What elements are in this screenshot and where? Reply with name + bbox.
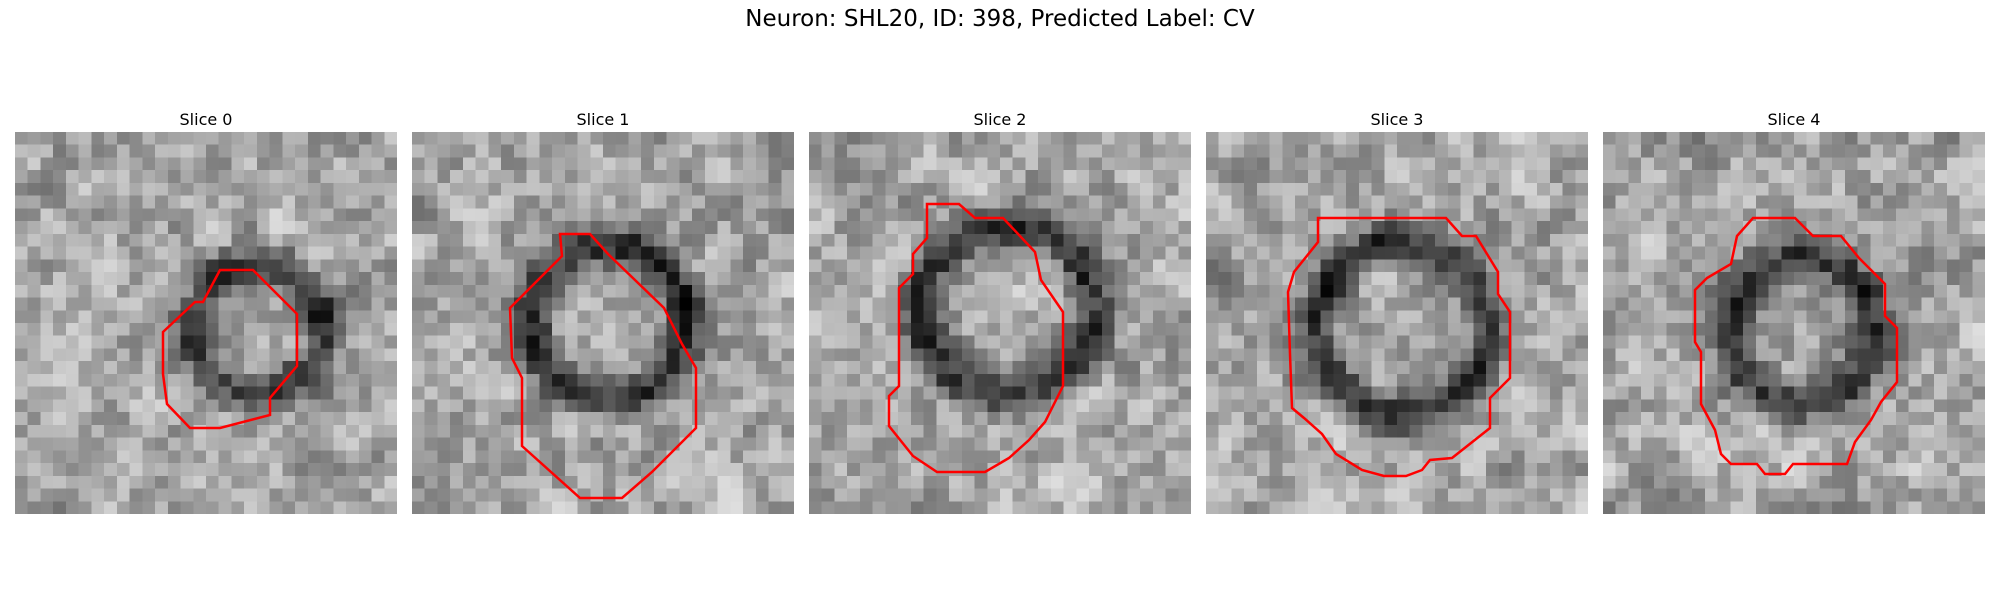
slice-title: Slice 3	[1370, 110, 1424, 129]
cell-contour	[508, 232, 698, 500]
slice-image	[1206, 132, 1588, 514]
slice-title: Slice 4	[1767, 110, 1821, 129]
slice-panel-0: Slice 0	[15, 108, 397, 514]
slice-image	[809, 132, 1191, 514]
slice-title: Slice 0	[179, 110, 233, 129]
grayscale-image	[1603, 132, 1985, 514]
grayscale-image	[15, 132, 397, 514]
slice-title: Slice 2	[973, 110, 1027, 129]
cell-contour	[161, 268, 299, 430]
slice-image	[15, 132, 397, 514]
slice-panel-3: Slice 3	[1206, 108, 1588, 514]
figure-title: Neuron: SHL20, ID: 398, Predicted Label:…	[745, 6, 1255, 32]
slice-title: Slice 1	[576, 110, 630, 129]
grayscale-image	[1206, 132, 1588, 514]
grayscale-image	[809, 132, 1191, 514]
slice-panel-2: Slice 2	[809, 108, 1191, 514]
cell-contour	[1693, 216, 1899, 476]
cell-contour	[1286, 216, 1512, 478]
slice-image	[1603, 132, 1985, 514]
slice-image	[412, 132, 794, 514]
cell-contour	[887, 202, 1065, 474]
slice-panel-1: Slice 1	[412, 108, 794, 514]
grayscale-image	[412, 132, 794, 514]
slice-panel-4: Slice 4	[1603, 108, 1985, 514]
